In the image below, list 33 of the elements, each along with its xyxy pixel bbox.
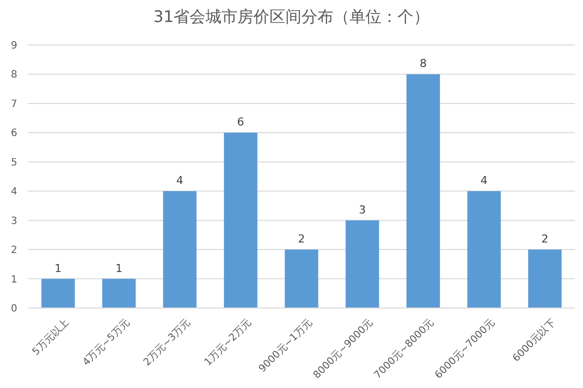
bar (528, 250, 562, 308)
y-tick-label: 3 (10, 216, 18, 227)
data-label: 1 (115, 262, 122, 275)
data-label: 3 (358, 203, 366, 216)
bar (284, 250, 318, 308)
y-tick-label: 1 (10, 274, 18, 286)
x-tick-label: 1万元~2万元 (202, 317, 254, 368)
y-tick-label: 4 (10, 186, 18, 198)
y-tick-label: 7 (10, 98, 18, 110)
data-label: 4 (480, 174, 488, 188)
data-label: 1 (54, 262, 62, 275)
y-tick-label: 5 (10, 157, 18, 168)
y-tick-label: 6 (10, 128, 18, 140)
bar (224, 132, 258, 308)
bar (406, 74, 440, 308)
x-tick-label: 5万元以上 (30, 316, 72, 358)
bar (346, 220, 380, 308)
data-label: 6 (237, 116, 244, 129)
y-tick-label: 0 (10, 304, 18, 314)
y-tick-label: 9 (10, 40, 18, 52)
bar (102, 278, 136, 308)
data-label: 2 (298, 232, 305, 246)
bar (467, 191, 501, 308)
y-tick-label: 2 (10, 245, 18, 256)
x-tick-label: 2万元~3万元 (142, 317, 193, 368)
data-label: 8 (420, 57, 427, 70)
bar (41, 278, 75, 308)
chart-title: 31省会城市房价区间分布（单位：个） (153, 7, 430, 26)
data-label: 4 (176, 174, 184, 188)
data-label: 2 (541, 232, 548, 246)
bar (163, 191, 197, 308)
y-tick-label: 8 (10, 70, 18, 81)
x-tick-label: 4万元~5万元 (81, 317, 132, 368)
